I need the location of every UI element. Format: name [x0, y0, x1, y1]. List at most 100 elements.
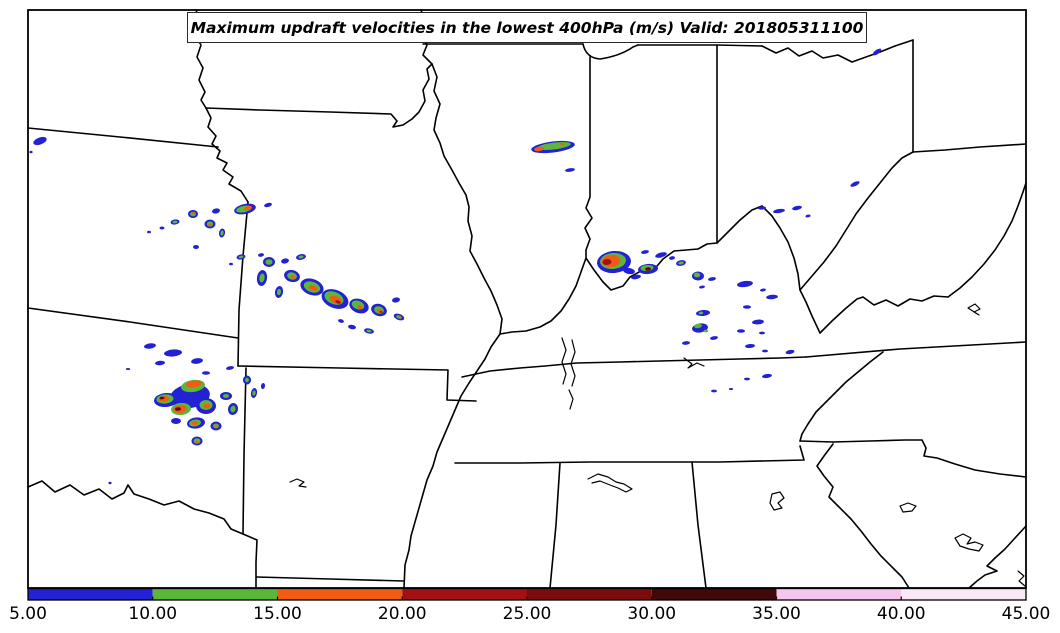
storm-cell-g	[694, 323, 702, 329]
kentucky-lake	[561, 337, 576, 410]
storm-cell-o	[290, 275, 296, 279]
storm-cell-g	[172, 220, 178, 224]
storm-cell-g	[252, 390, 256, 396]
lake-michigan-tip	[582, 43, 639, 60]
storm-cell-b	[226, 366, 234, 370]
colorbar-tick-label: 25.00	[503, 604, 552, 624]
storm-cell-b	[348, 324, 356, 330]
storm-cell-b	[212, 208, 220, 214]
coast-inlet	[1017, 570, 1026, 587]
storm-cell-g	[698, 311, 704, 315]
border-ky-tn	[461, 356, 807, 378]
storm-cell-o	[186, 380, 202, 388]
storm-cell-b	[264, 202, 272, 208]
storm-cell-g	[693, 272, 701, 278]
storm-cell-g	[276, 288, 282, 296]
sc-lake-west	[769, 491, 785, 511]
storm-cell-b	[565, 168, 575, 172]
border-ar-la	[256, 576, 405, 582]
storm-cell-b	[159, 226, 165, 230]
storm-cell-o	[195, 440, 199, 444]
storm-cell-b	[144, 343, 156, 349]
storm-cell-b	[785, 349, 795, 355]
storm-cell-g	[703, 329, 709, 333]
colorbar-tick-label: 20.00	[378, 604, 427, 624]
border-ga-sc-savannah	[816, 443, 910, 589]
storm-cell-b	[260, 383, 266, 389]
atlantic-coast	[968, 525, 1027, 589]
colorbar-segment-15-20	[277, 588, 403, 600]
storm-cell-b	[762, 373, 772, 379]
storm-cell-o	[398, 316, 402, 318]
storm-cell-b	[762, 349, 768, 353]
storm-cell-g	[298, 255, 304, 259]
storm-cell-b	[191, 358, 203, 364]
storm-cell-o	[244, 205, 252, 211]
storm-cell-b	[710, 336, 718, 340]
sc-lake-mid	[899, 502, 917, 513]
border-mo-ar	[237, 365, 477, 402]
storm-cell-b	[745, 343, 755, 349]
storm-cell-b	[202, 371, 210, 375]
border-pa-wv-md	[912, 143, 1027, 153]
storm-cell-o	[560, 142, 564, 146]
storm-cell-b	[155, 360, 165, 366]
storm-cell-b	[33, 136, 47, 146]
storm-cell-b	[744, 377, 750, 381]
va-lake	[967, 303, 981, 316]
storm-cell-b	[708, 277, 716, 281]
ar-river-squiggle	[289, 478, 307, 488]
storm-cell-g	[245, 377, 249, 383]
colorbar-tick-label: 40.00	[877, 604, 926, 624]
storm-cell-g	[230, 405, 236, 413]
border-ok-ar	[242, 367, 258, 589]
storm-cell-b	[229, 262, 233, 266]
storm-cell-b	[258, 253, 264, 257]
storm-cell-o	[208, 223, 212, 227]
storm-cell-g	[678, 261, 684, 265]
storm-cell-d	[175, 407, 181, 411]
storm-cell-b	[193, 245, 199, 249]
storm-cell-d	[159, 396, 165, 400]
storm-cell-g	[238, 255, 244, 259]
colorbar-segment-25-30	[527, 588, 652, 600]
sc-lakes-east	[954, 533, 984, 552]
storm-cell-b	[164, 349, 182, 357]
colorbar-tick-label: 45.00	[1002, 604, 1051, 624]
border-missouri-river-ne-mo	[205, 107, 249, 203]
colorbar-labels: 5.00 10.00 15.00 20.00 25.00 30.00 35.00 40.00 4…	[9, 604, 1050, 624]
al-tennessee-river	[587, 473, 633, 493]
storm-cell-o	[203, 403, 211, 409]
storm-cell-o	[191, 421, 199, 425]
storm-cell-b	[392, 297, 400, 303]
storm-cell-b	[728, 388, 734, 390]
storm-cell-b	[850, 181, 860, 187]
lake-barkley-squiggle	[683, 357, 705, 369]
border-tn-south	[454, 445, 805, 464]
storm-cell-b	[338, 319, 344, 323]
storm-cell-b	[171, 418, 181, 424]
border-ks-ne	[27, 127, 219, 148]
storm-cell-b	[147, 230, 151, 234]
border-va-nc	[805, 341, 1027, 358]
storm-cell-b	[281, 258, 289, 264]
storm-cell-r	[602, 258, 612, 266]
storm-cell-b	[760, 288, 766, 292]
colorbar-segment-20-25	[402, 588, 527, 600]
border-nc-sc	[832, 439, 1027, 478]
storm-cell-b	[125, 368, 131, 370]
storm-cell-g	[265, 259, 273, 265]
colorbar-segment-40-45	[901, 588, 1026, 600]
border-al-ga	[691, 461, 707, 589]
storm-cell-b	[641, 250, 649, 254]
colorbar-tick-label: 30.00	[627, 604, 676, 624]
storm-cell-o	[214, 424, 218, 428]
map-frame	[27, 9, 1027, 589]
border-il-in	[584, 56, 593, 259]
state-borders	[27, 9, 1027, 589]
storm-cell-g	[366, 329, 372, 333]
storm-cell-b	[758, 206, 766, 210]
storm-cell-d	[645, 267, 651, 271]
colorbar-segment-5-10	[28, 588, 153, 600]
